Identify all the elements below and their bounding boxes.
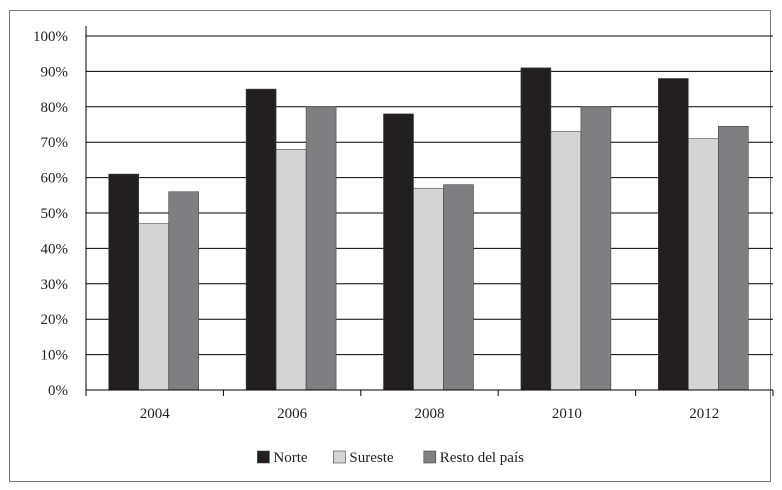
y-tick-label: 90%	[41, 64, 69, 80]
y-tick-label: 40%	[41, 241, 69, 257]
bar-sureste-2010	[550, 131, 582, 391]
legend-label-sureste: Sureste	[349, 450, 394, 466]
bar-sureste-2006	[275, 148, 307, 391]
x-tick-label: 2006	[277, 406, 308, 422]
y-tick-label: 30%	[41, 277, 69, 293]
bar-norte-2010	[520, 67, 552, 391]
x-tick-label: 2004	[140, 406, 171, 422]
bar-norte-2006	[245, 88, 277, 391]
bar-resto-del-país-2012	[717, 125, 749, 391]
chart-frame	[9, 10, 771, 482]
bars	[108, 67, 749, 391]
y-tick-label: 60%	[41, 171, 69, 187]
y-tick-label: 50%	[41, 206, 69, 222]
bar-sureste-2008	[413, 187, 444, 391]
legend-swatch-norte	[257, 450, 270, 464]
x-tick-label: 2012	[689, 406, 719, 422]
y-tick-label: 10%	[41, 348, 69, 364]
y-tick-label: 100%	[33, 29, 68, 45]
bar-sureste-2004	[138, 223, 169, 391]
bar-resto-del-país-2010	[580, 106, 612, 391]
y-tick-labels: 0% 10% 20% 30% 40% 50% 60% 70% 80% 90% 100%	[33, 29, 68, 399]
axes	[85, 26, 774, 396]
x-tick-label: 2008	[415, 406, 445, 422]
bar-norte-2012	[657, 78, 689, 391]
bar-resto-del-país-2006	[305, 106, 337, 391]
bar-norte-2004	[108, 173, 139, 391]
y-tick-label: 20%	[41, 312, 69, 328]
y-tick-label: 80%	[41, 100, 69, 116]
bar-resto-del-país-2008	[443, 184, 474, 391]
x-tick-labels: 2004 2006 2008 2010 2012	[140, 406, 720, 422]
legend-swatch-sureste	[333, 450, 346, 464]
bar-sureste-2012	[687, 138, 719, 391]
bar-norte-2008	[383, 113, 414, 391]
legend-swatch-resto-del-país	[423, 450, 437, 464]
x-tick-label: 2010	[552, 406, 582, 422]
legend-label-resto-del-país: Resto del país	[440, 450, 524, 466]
y-tick-label: 70%	[41, 135, 69, 151]
bar-resto-del-país-2004	[168, 191, 199, 391]
y-tick-label: 0%	[48, 383, 68, 399]
legend-label-norte: Norte	[273, 450, 307, 466]
legend: Norte Sureste Resto del país	[257, 450, 524, 466]
